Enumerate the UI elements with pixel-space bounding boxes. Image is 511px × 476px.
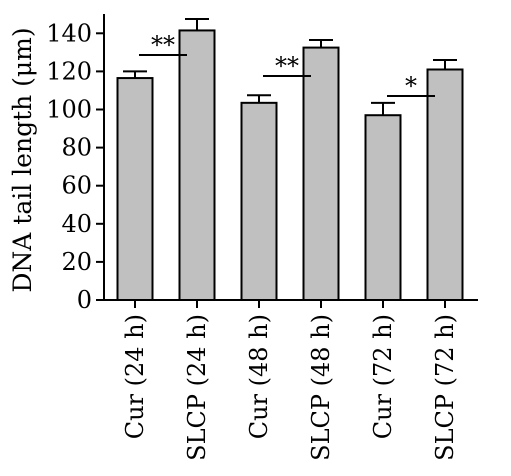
bar [240, 101, 278, 301]
x-tick-label: Cur (72 h) [369, 314, 397, 439]
y-axis-ticks: 0 20 40 60 80 100 120 140 [46, 19, 104, 314]
y-tick-label: 0 [77, 286, 92, 314]
y-tick-label: 40 [61, 210, 92, 238]
error-bars [123, 18, 457, 116]
bar [364, 114, 402, 301]
y-tick-label: 120 [46, 57, 92, 85]
bar [426, 68, 464, 302]
significance-label: ** [151, 31, 175, 59]
x-tick-label: SLCP (72 h) [431, 314, 459, 461]
bar [302, 46, 340, 302]
y-tick-label: 20 [61, 248, 92, 276]
x-tick-label: Cur (24 h) [121, 314, 149, 439]
y-axis-title: DNA tail length (μm) [8, 27, 37, 292]
bar [116, 77, 154, 301]
x-tick-label: Cur (48 h) [245, 314, 273, 439]
x-tick-label: SLCP (24 h) [183, 314, 211, 461]
significance-label: ** [275, 52, 299, 80]
bars [116, 29, 464, 302]
y-tick-label: 100 [46, 96, 92, 124]
significance-markers: ***** [139, 31, 435, 100]
significance-label: * [405, 72, 417, 100]
bar [178, 29, 216, 301]
y-tick-label: 60 [61, 172, 92, 200]
x-axis-tick-labels: Cur (24 h) SLCP (24 h) Cur (48 h) SLCP (48 … [121, 300, 459, 461]
y-tick-label: 80 [61, 134, 92, 162]
y-tick-label: 140 [46, 19, 92, 47]
x-tick-label: SLCP (48 h) [307, 314, 335, 461]
